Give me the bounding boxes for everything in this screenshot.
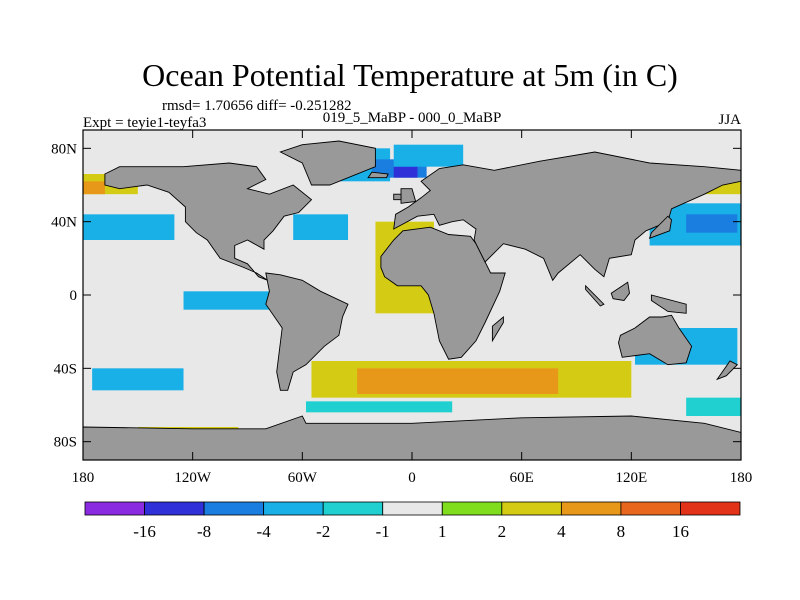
- colorbar-label: -4: [257, 522, 272, 541]
- colorbar-swatch: [441, 501, 503, 516]
- land-mass: [279, 140, 376, 186]
- y-tick-label: 40S: [54, 361, 77, 377]
- land-mass: [715, 360, 739, 381]
- land-mass: [265, 272, 349, 391]
- land-mass: [393, 151, 742, 282]
- colorbar-swatch: [501, 501, 562, 516]
- colorbar-label: -8: [197, 522, 211, 541]
- anomaly-region: [393, 166, 418, 178]
- land-mass: [380, 226, 506, 360]
- map-panel: 180 120W 60W 0 60E 120E 180 80N 40N 0 40S 80S: [51, 129, 753, 486]
- colorbar-label: 4: [557, 522, 566, 541]
- colorbar-label: -1: [376, 522, 390, 541]
- anomaly-region: [393, 144, 464, 167]
- x-tick-label: 180: [730, 470, 753, 486]
- anomaly-region: [83, 214, 175, 240]
- land-layer: [82, 140, 742, 461]
- x-tick-label: 0: [408, 470, 416, 486]
- x-tick-label: 120E: [615, 470, 647, 486]
- colorbar-swatch: [84, 501, 145, 516]
- land-mass: [393, 193, 402, 201]
- land-mass: [104, 162, 313, 281]
- land-mass: [491, 316, 504, 343]
- land-mass: [610, 281, 630, 301]
- anomaly-region: [293, 214, 349, 240]
- colorbar-label: 8: [617, 522, 626, 541]
- x-axis: 180 120W 60W 0 60E 120E 180: [72, 130, 753, 486]
- colorbar-label: 2: [498, 522, 507, 541]
- colorbar-swatch: [263, 501, 324, 516]
- y-tick-label: 80N: [51, 141, 77, 157]
- anomaly-region: [183, 291, 270, 310]
- comparison-label: 019_5_MaBP - 000_0_MaBP: [323, 110, 502, 126]
- colorbar-swatch: [144, 501, 205, 516]
- land-mass: [400, 188, 417, 204]
- colorbar-label: 1: [438, 522, 447, 541]
- stats-text: rmsd= 1.70656 diff= -0.251282: [162, 98, 352, 114]
- chart-title: Ocean Potential Temperature at 5m (in C): [142, 57, 678, 93]
- land-mass: [585, 284, 605, 307]
- land-mass: [618, 314, 693, 366]
- x-tick-label: 180: [72, 470, 95, 486]
- anomaly-region: [686, 214, 738, 233]
- y-tick-label: 0: [70, 288, 78, 304]
- x-tick-label: 60E: [510, 470, 534, 486]
- experiment-label: Expt = teyie1-teyfa3: [83, 115, 206, 131]
- x-tick-label: 120W: [174, 470, 212, 486]
- y-tick-label: 40N: [51, 215, 77, 231]
- colorbar-swatch: [560, 501, 622, 516]
- colorbar-swatch: [203, 501, 265, 516]
- anomaly-region: [83, 181, 105, 195]
- colorbar: -16 -8 -4 -2 -1 1 2 4 8 16: [84, 501, 741, 541]
- colorbar-swatch: [620, 501, 681, 516]
- x-tick-label: 60W: [288, 470, 318, 486]
- colorbar-label: 16: [672, 522, 689, 541]
- land-mass: [648, 215, 672, 239]
- season-label: JJA: [718, 112, 741, 128]
- anomaly-region: [357, 368, 559, 394]
- anomaly-region: [686, 397, 741, 416]
- anomaly-region: [305, 401, 453, 413]
- colorbar-label: -16: [133, 522, 156, 541]
- anomaly-region: [92, 368, 184, 391]
- colorbar-swatch: [382, 501, 443, 516]
- land-mass: [367, 171, 389, 179]
- colorbar-swatch: [680, 501, 741, 516]
- y-tick-label: 80S: [54, 435, 77, 451]
- colorbar-label: -2: [316, 522, 330, 541]
- colorbar-swatch: [322, 501, 384, 516]
- y-axis: 80N 40N 0 40S 80S: [51, 141, 741, 451]
- land-mass: [650, 294, 687, 314]
